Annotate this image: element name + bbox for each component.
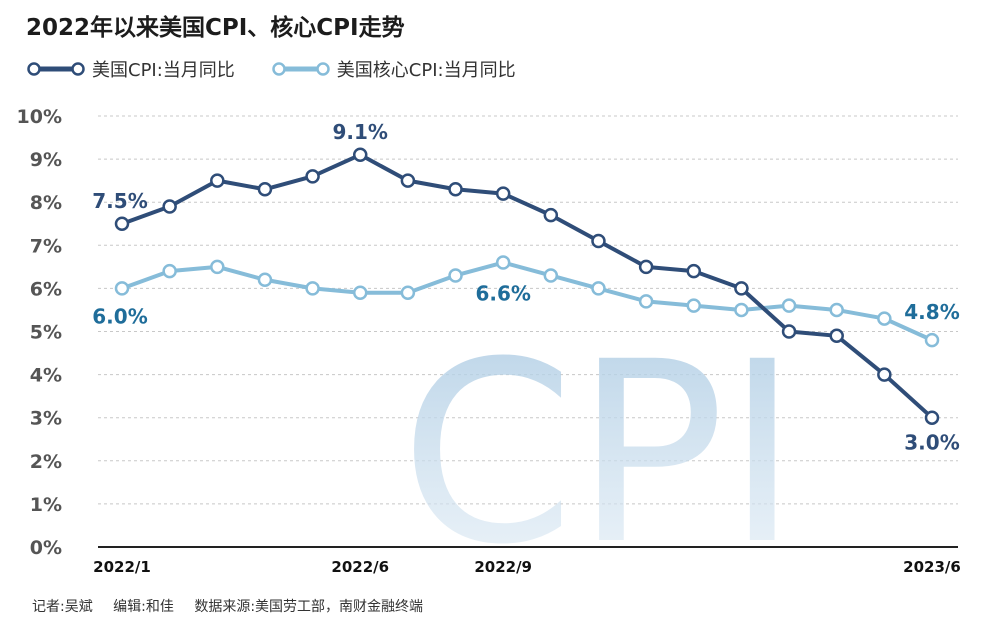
legend-label-cpi: 美国CPI:当月同比	[92, 60, 235, 81]
data-point	[924, 410, 940, 425]
data-point	[686, 263, 702, 279]
data-label: 3.0%	[904, 431, 959, 455]
y-tick-label: 7%	[30, 235, 62, 257]
data-point	[543, 207, 559, 223]
y-tick-label: 4%	[30, 365, 62, 387]
series-line-0	[121, 152, 934, 420]
data-source: 数据来源:美国劳工部，南财金融终端	[194, 599, 424, 615]
data-point	[781, 324, 797, 339]
series	[114, 147, 940, 425]
line-chart: CPI 0% 1% 2% 3% 4% 5% 6% 7% 8% 9% 10% 2022/1 2022/6 2…	[17, 106, 961, 599]
data-point	[734, 302, 749, 318]
x-tick-label: 2022/9	[474, 558, 532, 576]
y-tick-label: 10%	[17, 106, 62, 128]
data-point	[162, 199, 177, 214]
data-point	[495, 255, 511, 270]
data-point	[829, 328, 844, 344]
legend-line-core-cpi-icon	[272, 62, 330, 76]
x-tick-label: 2022/1	[93, 558, 151, 576]
data-labels: 7.5% 9.1% 3.0% 6.0% 6.6% 4.8%	[92, 120, 959, 455]
data-point	[877, 311, 892, 326]
data-label: 9.1%	[333, 120, 388, 144]
data-point	[257, 272, 273, 288]
series-line-1	[121, 260, 933, 342]
y-tick-label: 6%	[30, 278, 62, 300]
data-point	[638, 259, 654, 275]
data-point	[114, 216, 130, 231]
watermark-text: CPI	[400, 308, 799, 599]
data-point	[686, 298, 702, 313]
data-point	[162, 263, 177, 279]
data-point	[734, 281, 749, 296]
y-tick-label: 2%	[30, 451, 62, 473]
data-point	[448, 182, 463, 197]
data-label: 6.0%	[92, 304, 147, 328]
data-point	[543, 268, 559, 283]
footer: 记者:吴斌 编辑:和佳 数据来源:美国劳工部，南财金融终端	[32, 596, 439, 616]
x-tick-label: 2023/6	[903, 558, 961, 576]
x-tick-label: 2022/6	[331, 558, 389, 576]
data-label: 6.6%	[475, 282, 530, 306]
data-point	[305, 169, 320, 184]
data-point	[591, 281, 606, 296]
data-point	[400, 173, 416, 188]
data-point	[638, 294, 654, 309]
data-point	[210, 173, 225, 188]
data-label: 7.5%	[92, 189, 147, 213]
data-point	[495, 186, 511, 201]
y-tick-label: 1%	[30, 494, 62, 516]
data-point	[257, 182, 273, 197]
editor-credit: 编辑:和佳	[113, 599, 174, 615]
data-point	[352, 147, 368, 163]
y-tick-label: 9%	[30, 149, 62, 171]
y-tick-label: 3%	[30, 408, 62, 430]
legend-label-core-cpi: 美国核心CPI:当月同比	[336, 60, 516, 81]
legend: 美国CPI:当月同比 美国核心CPI:当月同比	[26, 56, 552, 82]
data-point	[448, 268, 463, 283]
data-label: 4.8%	[904, 300, 959, 324]
data-point	[877, 367, 892, 382]
chart-title: 2022年以来美国CPI、核心CPI走势	[26, 15, 405, 41]
data-point	[924, 332, 940, 348]
data-point	[352, 285, 368, 300]
data-point	[781, 298, 797, 313]
grid-lines	[98, 115, 958, 505]
data-point	[210, 259, 225, 275]
axes: 0% 1% 2% 3% 4% 5% 6% 7% 8% 9% 10% 2022/1 2022/6 2022/…	[17, 106, 961, 576]
reporter-credit: 记者:吴斌	[32, 599, 93, 615]
y-tick-label: 0%	[30, 537, 62, 559]
data-point	[305, 281, 320, 296]
y-tick-label: 5%	[30, 322, 62, 344]
y-tick-label: 8%	[30, 192, 62, 214]
data-point	[829, 302, 844, 318]
legend-line-cpi-icon	[27, 62, 85, 76]
legend-item-cpi: 美国CPI:当月同比	[26, 56, 235, 82]
data-point	[400, 285, 416, 300]
data-point	[591, 233, 606, 249]
data-point	[114, 281, 130, 296]
legend-item-core-cpi: 美国核心CPI:当月同比	[271, 56, 516, 82]
